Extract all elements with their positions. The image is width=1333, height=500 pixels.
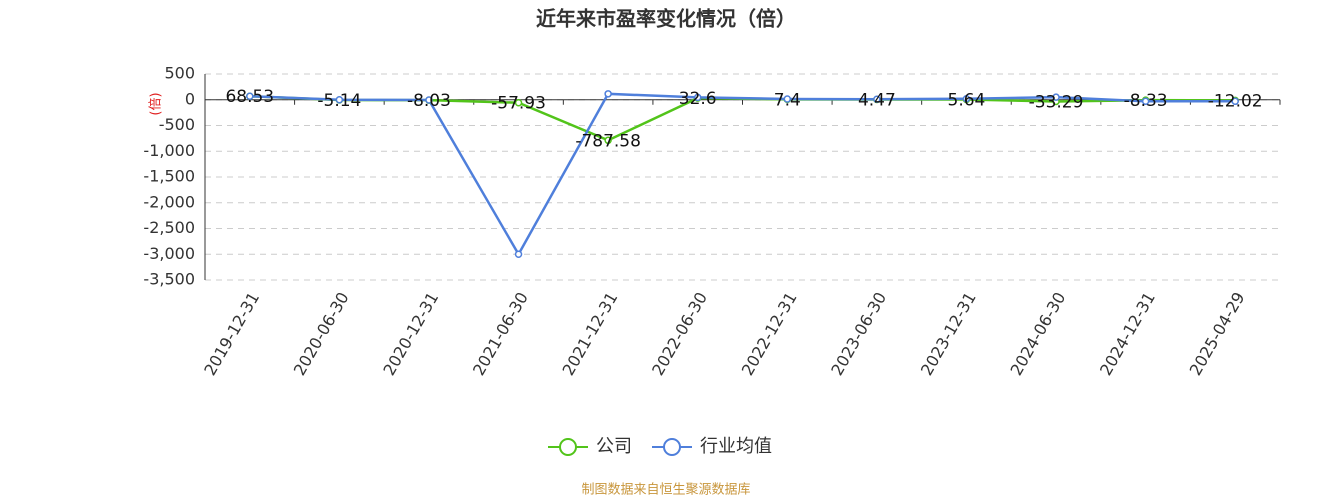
legend-marker [663,438,681,456]
legend-item[interactable]: 公司 [548,436,632,457]
y-tick-label: -3,000 [143,244,195,263]
point [425,96,433,104]
legend-label: 公司 [596,436,632,457]
chart-title: 近年来市盈率变化情况（倍） [536,7,796,31]
source-note: 制图数据来自恒生聚源数据库 [581,482,750,498]
y-tick-label: -3,500 [143,270,195,289]
point [335,96,344,104]
y-axis-label: (倍) [149,92,164,115]
x-tick-label: 2021-06-30 [469,289,532,379]
x-tick-label: 2021-12-31 [559,289,622,379]
value-label: -5.14 [317,91,361,111]
point [693,93,702,102]
point [514,98,523,107]
y-tick-label: 500 [164,64,195,83]
point [962,94,971,103]
y-tick-label: -1,500 [143,167,195,186]
x-tick-label: 2020-12-31 [379,289,442,379]
y-tick-label: 0 [185,89,195,108]
y-tick-label: -2,500 [143,218,195,237]
x-tick-label: 2023-06-30 [827,289,890,379]
point [604,90,612,98]
value-label: 32.6 [679,89,717,109]
x-tick-label: 2019-12-31 [200,289,263,379]
series-line [249,92,1236,257]
value-label: -57.93 [491,94,546,114]
point [1052,93,1060,101]
point [783,95,792,103]
point [514,250,523,258]
value-label: -33.29 [1029,92,1084,112]
value-label: 4.47 [858,91,896,111]
x-tick-label: 2024-06-30 [1006,289,1069,379]
value-label: 5.64 [948,90,986,110]
value-label: 68.53 [225,87,274,107]
x-tick-label: 2024-12-31 [1096,289,1159,379]
point [873,95,881,103]
point [604,136,612,145]
point [1141,97,1150,106]
x-tick-label: 2022-06-30 [648,289,711,379]
x-tick-label: 2020-06-30 [290,289,353,379]
x-tick-label: 2025-04-29 [1186,289,1249,379]
x-tick-label: 2023-12-31 [917,289,980,379]
y-tick-label: -500 [159,115,195,134]
value-label: -787.58 [575,131,641,151]
legend-item[interactable]: 行业均值 [652,436,772,457]
value-label: -8.33 [1124,91,1168,111]
point [1231,97,1239,106]
y-tick-label: -1,000 [143,141,195,160]
value-label: -12.02 [1208,91,1263,111]
legend-label: 行业均值 [700,436,772,457]
legend-marker [559,438,577,456]
x-tick-label: 2022-12-31 [738,289,801,379]
value-label: -8.03 [407,91,451,111]
y-tick-label: -2,000 [143,192,195,211]
value-label: 7.4 [774,90,801,110]
point [246,92,254,100]
